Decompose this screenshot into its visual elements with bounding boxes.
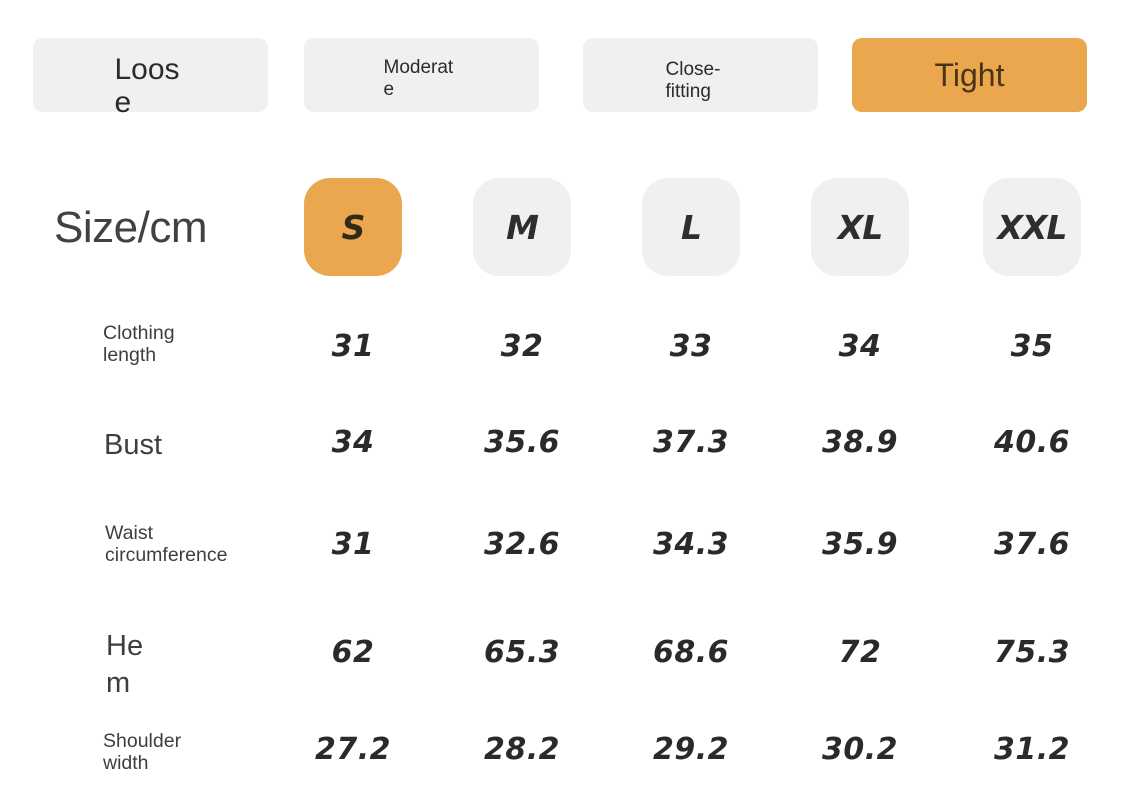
cell-waist-xl: 35.9 bbox=[821, 527, 899, 562]
fit-option-label: Close-fitting bbox=[665, 59, 721, 102]
size-chip-label: XXL bbox=[997, 207, 1068, 247]
cell-bust-xl: 38.9 bbox=[821, 425, 899, 460]
cell-waist-s: 31 bbox=[331, 527, 375, 562]
cell-bust-xxl: 40.6 bbox=[993, 425, 1071, 460]
cell-shoulder-l: 29.2 bbox=[652, 732, 730, 767]
row-label-waist-circumference: Waist circumference bbox=[105, 522, 228, 566]
size-chip-xl[interactable]: XL bbox=[811, 178, 909, 276]
size-chip-label: M bbox=[506, 207, 539, 247]
size-chip-s[interactable]: S bbox=[304, 178, 402, 276]
size-chip-m[interactable]: M bbox=[473, 178, 571, 276]
cell-shoulder-xxl: 31.2 bbox=[993, 732, 1071, 767]
fit-option-label: Tight bbox=[934, 57, 1005, 93]
cell-clothing-length-l: 33 bbox=[669, 329, 713, 364]
fit-option-close-fitting[interactable]: Close-fitting bbox=[583, 38, 818, 112]
row-label-clothing-length: Clothing length bbox=[103, 322, 175, 366]
cell-bust-s: 34 bbox=[331, 425, 375, 460]
cell-clothing-length-s: 31 bbox=[331, 329, 375, 364]
row-label-shoulder-width: Shoulder width bbox=[103, 730, 182, 774]
cell-shoulder-m: 28.2 bbox=[483, 732, 561, 767]
size-chip-label: L bbox=[680, 207, 702, 247]
size-chip-xxl[interactable]: XXL bbox=[983, 178, 1081, 276]
cell-waist-l: 34.3 bbox=[652, 527, 730, 562]
fit-option-loose[interactable]: Loose bbox=[33, 38, 268, 119]
row-label-bust: Bust bbox=[104, 429, 163, 461]
fit-option-moderate[interactable]: Moderate bbox=[304, 38, 539, 112]
cell-hem-s: 62 bbox=[331, 635, 375, 670]
fit-option-label: Moderate bbox=[383, 57, 454, 100]
size-chip-l[interactable]: L bbox=[642, 178, 740, 276]
cell-hem-xxl: 75.3 bbox=[993, 635, 1071, 670]
cell-hem-l: 68.6 bbox=[652, 635, 730, 670]
cell-bust-l: 37.3 bbox=[652, 425, 730, 460]
size-chip-label: XL bbox=[837, 207, 883, 247]
cell-waist-xxl: 37.6 bbox=[993, 527, 1071, 562]
cell-clothing-length-xl: 34 bbox=[838, 329, 882, 364]
cell-clothing-length-xxl: 35 bbox=[1010, 329, 1054, 364]
fit-option-tight[interactable]: Tight bbox=[852, 38, 1087, 112]
cell-shoulder-xl: 30.2 bbox=[821, 732, 899, 767]
cell-bust-m: 35.6 bbox=[483, 425, 561, 460]
cell-clothing-length-m: 32 bbox=[500, 329, 544, 364]
fit-option-label: Loose bbox=[114, 53, 180, 119]
size-chip-label: S bbox=[341, 207, 366, 247]
cell-hem-m: 65.3 bbox=[483, 635, 561, 670]
cell-shoulder-s: 27.2 bbox=[314, 732, 392, 767]
cell-hem-xl: 72 bbox=[838, 635, 882, 670]
size-unit-heading: Size/cm bbox=[54, 203, 207, 252]
cell-waist-m: 32.6 bbox=[483, 527, 561, 562]
row-label-hem: Hem bbox=[106, 630, 144, 699]
